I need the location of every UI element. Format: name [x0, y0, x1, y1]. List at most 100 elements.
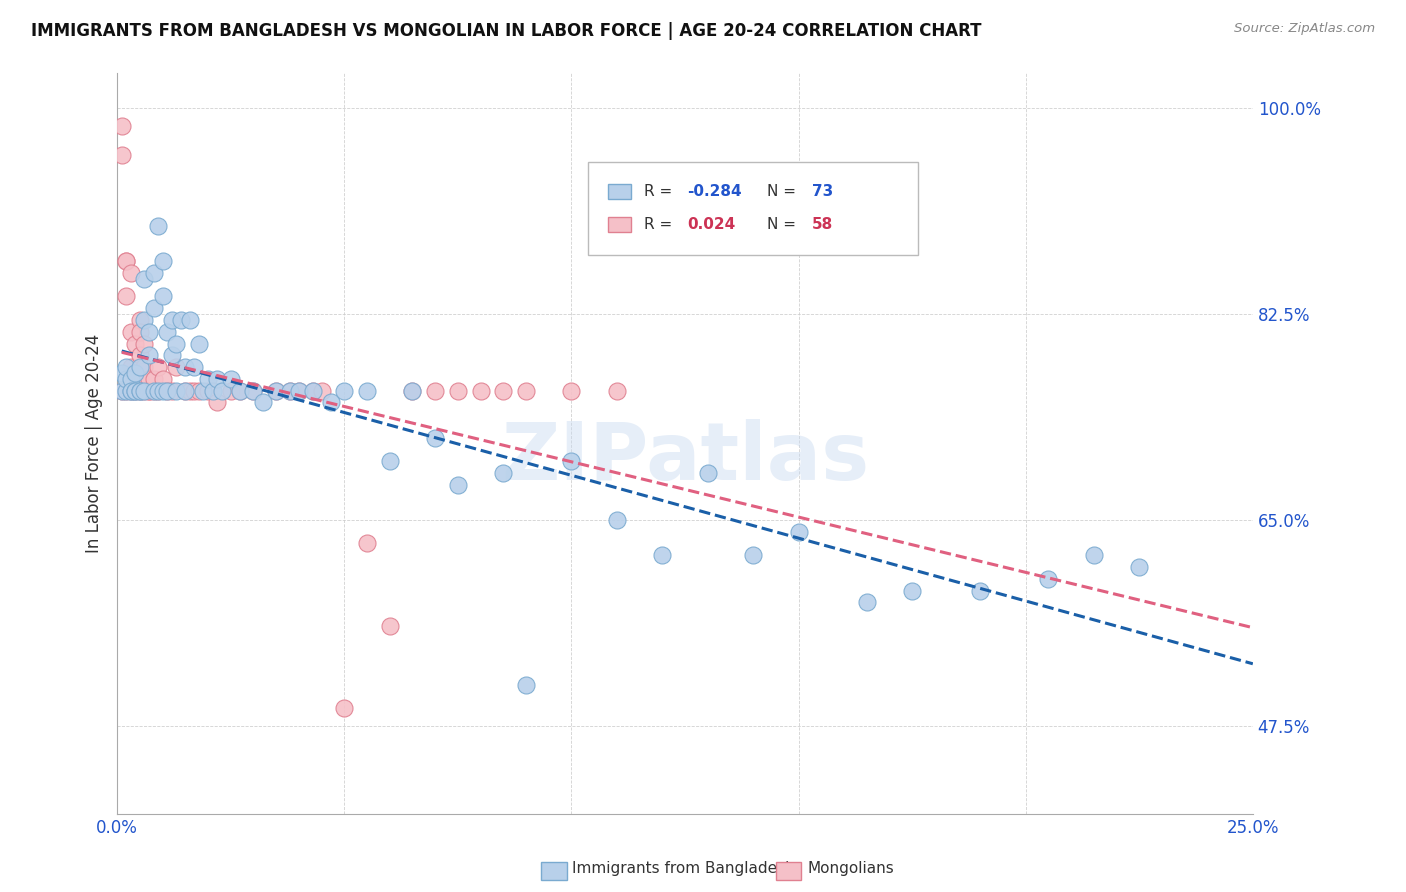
Point	[111, 384, 134, 398]
Point	[288, 384, 311, 398]
Point	[229, 384, 252, 398]
Point	[138, 384, 160, 398]
Point	[115, 254, 138, 268]
Point	[378, 619, 401, 633]
Point	[146, 359, 169, 374]
Point	[165, 336, 187, 351]
Point	[197, 384, 219, 398]
Point	[219, 384, 242, 398]
Point	[152, 372, 174, 386]
Point	[174, 359, 197, 374]
Point	[152, 289, 174, 303]
Text: N =: N =	[766, 218, 800, 233]
Point	[205, 395, 228, 409]
Point	[124, 336, 146, 351]
Point	[278, 384, 301, 398]
Text: 58: 58	[813, 218, 834, 233]
Point	[197, 372, 219, 386]
FancyBboxPatch shape	[607, 218, 630, 232]
Point	[515, 678, 537, 692]
Point	[264, 384, 287, 398]
Point	[115, 384, 138, 398]
Point	[447, 477, 470, 491]
Point	[115, 289, 138, 303]
Point	[129, 384, 152, 398]
Point	[120, 384, 142, 398]
Point	[142, 301, 165, 316]
Point	[229, 384, 252, 398]
Point	[425, 431, 447, 445]
Point	[969, 583, 991, 598]
Text: R =: R =	[644, 218, 678, 233]
Point	[179, 313, 201, 327]
Point	[111, 366, 134, 380]
Point	[356, 536, 378, 550]
Point	[1038, 572, 1060, 586]
Point	[120, 359, 142, 374]
Point	[787, 524, 810, 539]
Text: ZIPatlas: ZIPatlas	[501, 419, 869, 498]
Point	[129, 325, 152, 339]
Point	[492, 384, 515, 398]
Point	[120, 325, 142, 339]
Point	[160, 348, 183, 362]
Point	[142, 384, 165, 398]
Point	[301, 384, 323, 398]
Text: 0.024: 0.024	[688, 218, 735, 233]
Point	[138, 325, 160, 339]
Point	[165, 384, 187, 398]
Point	[138, 348, 160, 362]
Point	[242, 384, 264, 398]
Point	[142, 372, 165, 386]
Point	[188, 336, 211, 351]
Point	[560, 384, 582, 398]
Point	[115, 372, 138, 386]
Point	[183, 359, 205, 374]
Point	[278, 384, 301, 398]
Point	[134, 359, 156, 374]
Point	[134, 384, 156, 398]
Point	[152, 384, 174, 398]
Point	[138, 384, 160, 398]
Point	[333, 701, 356, 715]
Point	[129, 372, 152, 386]
Point	[356, 384, 378, 398]
Point	[205, 372, 228, 386]
Point	[188, 384, 211, 398]
Point	[401, 384, 423, 398]
Point	[855, 595, 877, 609]
Text: 73: 73	[813, 184, 834, 199]
Point	[1128, 560, 1150, 574]
Point	[124, 384, 146, 398]
Point	[252, 395, 274, 409]
Point	[120, 384, 142, 398]
Point	[179, 384, 201, 398]
Point	[138, 372, 160, 386]
Point	[447, 384, 470, 398]
Text: Mongolians: Mongolians	[807, 862, 894, 876]
Point	[129, 384, 152, 398]
Text: Immigrants from Bangladesh: Immigrants from Bangladesh	[572, 862, 794, 876]
Point	[319, 395, 342, 409]
Point	[288, 384, 311, 398]
Point	[111, 148, 134, 162]
Point	[134, 384, 156, 398]
Point	[115, 384, 138, 398]
Point	[651, 548, 673, 562]
Point	[115, 359, 138, 374]
Point	[129, 384, 152, 398]
Point	[111, 384, 134, 398]
Point	[378, 454, 401, 468]
Point	[156, 325, 179, 339]
Point	[515, 384, 537, 398]
Point	[174, 384, 197, 398]
Point	[156, 384, 179, 398]
Point	[129, 313, 152, 327]
Point	[301, 384, 323, 398]
FancyBboxPatch shape	[607, 184, 630, 199]
Point	[142, 266, 165, 280]
Point	[160, 313, 183, 327]
Text: N =: N =	[766, 184, 800, 199]
Point	[124, 384, 146, 398]
Point	[146, 384, 169, 398]
